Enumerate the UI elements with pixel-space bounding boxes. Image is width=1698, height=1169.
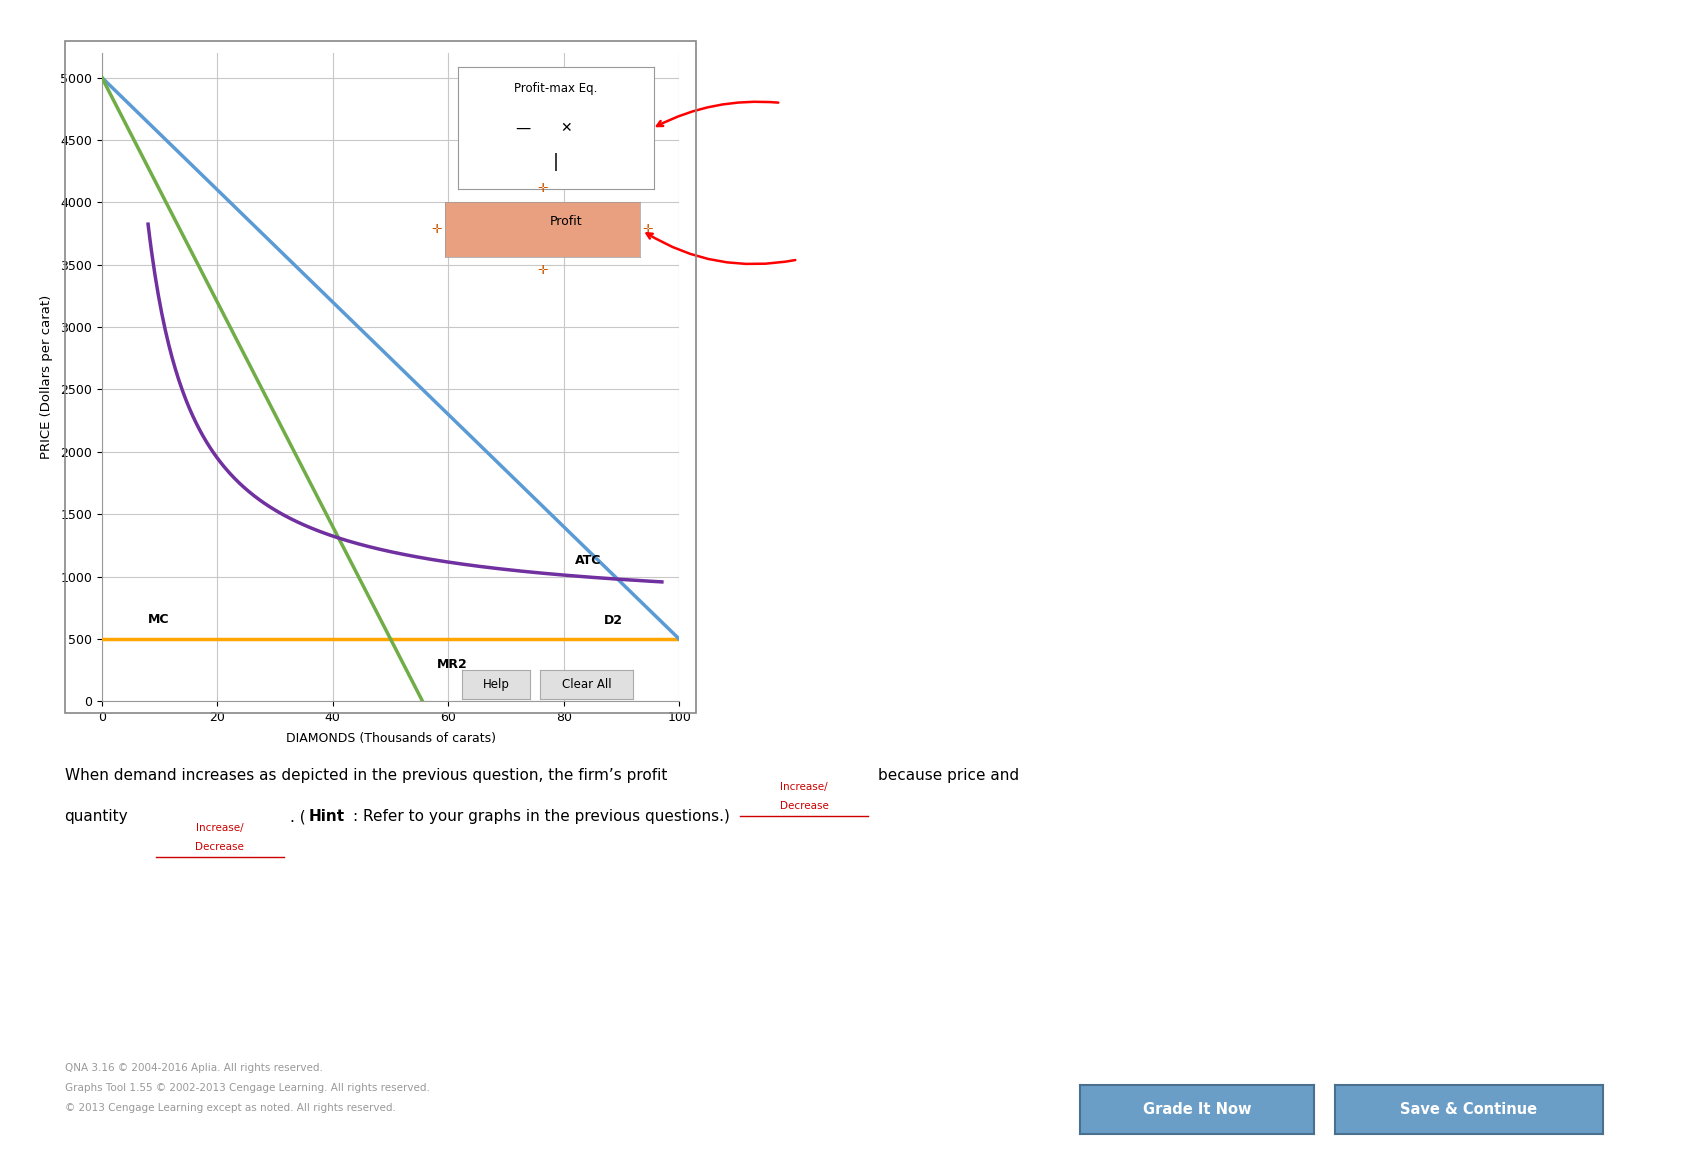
- Text: Profit: Profit: [550, 215, 582, 228]
- Text: Clear All: Clear All: [562, 678, 611, 691]
- Text: Hint: Hint: [309, 809, 345, 824]
- Text: quantity: quantity: [65, 809, 127, 824]
- Text: Increase/: Increase/: [779, 782, 829, 793]
- Text: |: |: [554, 153, 559, 172]
- Text: because price and: because price and: [878, 768, 1019, 783]
- Text: Graphs Tool 1.55 © 2002-2013 Cengage Learning. All rights reserved.: Graphs Tool 1.55 © 2002-2013 Cengage Lea…: [65, 1082, 430, 1093]
- Text: Decrease: Decrease: [779, 801, 829, 811]
- Text: ✛: ✛: [537, 182, 548, 195]
- Text: Increase/: Increase/: [195, 823, 245, 833]
- Text: . (: . (: [290, 809, 306, 824]
- Text: Save & Continue: Save & Continue: [1401, 1102, 1537, 1116]
- Text: Profit-max Eq.: Profit-max Eq.: [514, 82, 598, 95]
- Text: —: —: [514, 120, 530, 136]
- Text: MC: MC: [148, 613, 170, 625]
- Text: Help: Help: [482, 678, 509, 691]
- Text: Grade It Now: Grade It Now: [1143, 1102, 1251, 1116]
- Text: © 2013 Cengage Learning except as noted. All rights reserved.: © 2013 Cengage Learning except as noted.…: [65, 1102, 396, 1113]
- Text: QNA 3.16 © 2004-2016 Aplia. All rights reserved.: QNA 3.16 © 2004-2016 Aplia. All rights r…: [65, 1063, 323, 1073]
- X-axis label: DIAMONDS (Thousands of carats): DIAMONDS (Thousands of carats): [285, 733, 496, 746]
- Text: ✛: ✛: [644, 223, 654, 236]
- Text: D2: D2: [604, 614, 623, 627]
- Text: When demand increases as depicted in the previous question, the firm’s profit: When demand increases as depicted in the…: [65, 768, 667, 783]
- Text: MR2: MR2: [436, 658, 467, 671]
- Text: ✕: ✕: [560, 122, 572, 134]
- Text: : Refer to your graphs in the previous questions.): : Refer to your graphs in the previous q…: [353, 809, 730, 824]
- Text: ATC: ATC: [576, 554, 601, 567]
- Text: ✛: ✛: [537, 264, 548, 277]
- Text: Decrease: Decrease: [195, 842, 245, 852]
- Text: ✛: ✛: [431, 223, 441, 236]
- Y-axis label: PRICE (Dollars per carat): PRICE (Dollars per carat): [41, 295, 53, 459]
